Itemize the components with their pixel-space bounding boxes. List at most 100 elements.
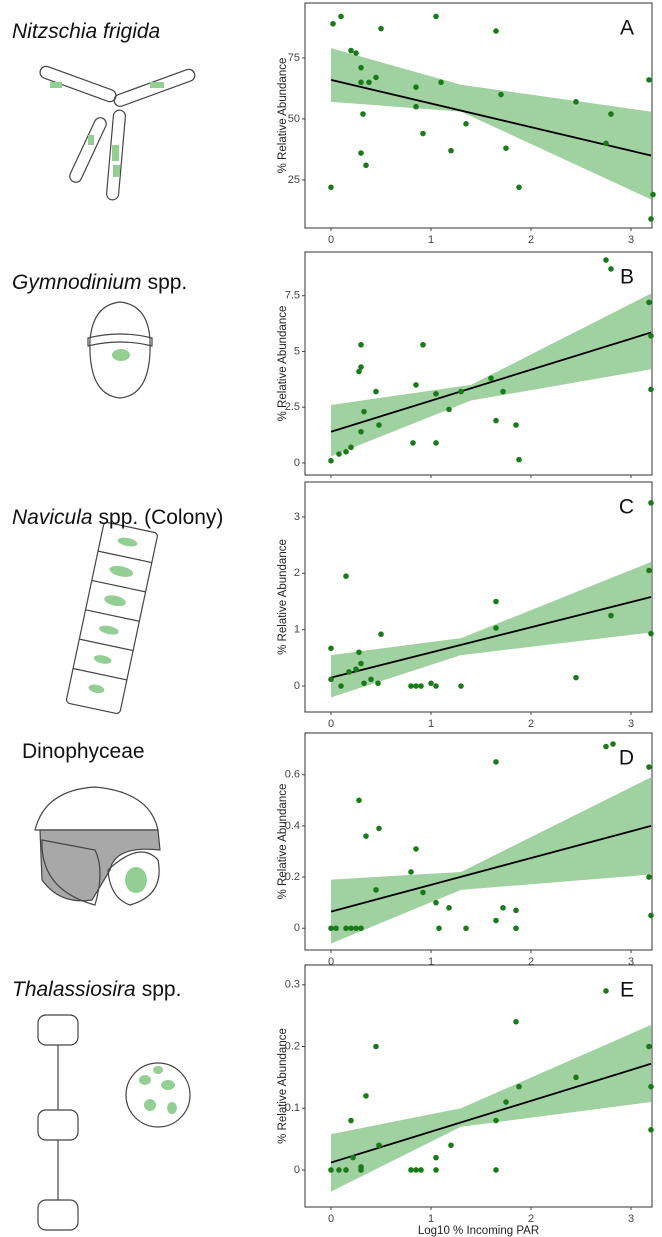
data-point <box>358 925 364 932</box>
data-point <box>503 1099 509 1105</box>
data-point <box>375 680 381 687</box>
data-point <box>348 47 354 54</box>
panel-letter: E <box>620 979 634 1002</box>
y-tick-label: 3 <box>294 511 300 523</box>
data-point <box>603 988 609 994</box>
data-point <box>493 1167 499 1173</box>
y-tick-label: 0 <box>294 1164 300 1176</box>
data-point <box>488 375 494 382</box>
data-point <box>336 1167 342 1173</box>
species-name: Gymnodinium spp. <box>12 271 187 294</box>
x-tick-label: 1 <box>428 718 434 730</box>
panel: Navicula spp. (Colony) C % Relative Abundan… <box>12 481 654 730</box>
fit-line <box>330 78 652 157</box>
data-point <box>350 1154 356 1161</box>
data-point <box>603 743 609 750</box>
panel-letter: D <box>619 747 634 770</box>
data-point <box>420 341 426 348</box>
data-point <box>358 428 364 435</box>
data-point <box>448 1142 454 1149</box>
data-point <box>356 649 362 656</box>
x-tick-label: 0 <box>328 1213 334 1225</box>
y-tick-label: 0.3 <box>285 979 300 991</box>
data-point <box>648 333 654 339</box>
data-point <box>343 925 349 932</box>
data-point <box>648 386 654 393</box>
data-point <box>603 140 609 147</box>
x-tick-label: 1 <box>428 234 434 246</box>
data-point <box>493 759 499 765</box>
y-tick-label: 0 <box>294 680 300 692</box>
panel-letter: C <box>619 496 634 519</box>
y-axis-label: % Relative Abundance <box>277 58 289 174</box>
data-point <box>608 266 614 272</box>
data-point <box>436 925 442 932</box>
data-point <box>348 444 354 451</box>
y-tick-label: 2.5 <box>285 401 300 413</box>
data-point <box>433 13 439 20</box>
x-tick-label: 2 <box>528 1213 534 1225</box>
data-point <box>458 683 464 689</box>
y-tick-label: 1 <box>294 624 300 636</box>
x-tick-label: 0 <box>328 234 334 246</box>
data-point <box>458 388 464 395</box>
y-axis-label: % Relative Abundance <box>277 306 289 422</box>
data-point <box>433 683 439 689</box>
data-point <box>516 184 522 191</box>
data-point <box>358 660 364 667</box>
data-point <box>328 676 334 683</box>
data-point <box>608 612 614 619</box>
data-point <box>610 741 616 747</box>
data-point <box>328 457 334 464</box>
data-point <box>646 1043 652 1050</box>
data-point <box>330 20 336 27</box>
data-point <box>493 598 499 605</box>
data-point <box>358 79 364 86</box>
data-point <box>338 13 344 20</box>
data-point <box>413 1167 419 1173</box>
data-point <box>376 422 382 428</box>
data-point <box>373 887 379 893</box>
data-point <box>648 912 654 919</box>
data-point <box>513 907 519 914</box>
species-name: Navicula spp. (Colony) <box>12 506 223 529</box>
data-point <box>336 451 342 457</box>
y-tick-label: 50 <box>288 113 300 125</box>
species-name: Nitzschia frigida <box>12 20 160 43</box>
data-point <box>378 631 384 638</box>
y-tick-label: 0.4 <box>285 820 300 832</box>
x-tick-label: 3 <box>628 1213 634 1225</box>
data-point <box>463 925 469 932</box>
data-point <box>433 391 439 397</box>
confidence-band <box>331 562 651 698</box>
confidence-band <box>331 293 651 457</box>
panel: Dinophyceae D % Relative Abundance 0 1 2 3 0 0.2… <box>22 732 654 968</box>
data-point <box>433 1154 439 1161</box>
data-point <box>348 925 354 932</box>
data-point <box>358 1164 364 1170</box>
data-point <box>358 364 364 370</box>
data-point <box>446 904 452 911</box>
species-part: spp. <box>142 978 182 1001</box>
data-point <box>516 456 522 463</box>
data-point <box>361 680 367 687</box>
data-point <box>650 191 656 198</box>
data-point <box>368 676 374 683</box>
data-point <box>413 382 419 388</box>
data-point <box>363 833 369 839</box>
data-point <box>363 162 369 169</box>
y-tick-label: 0.1 <box>285 1102 300 1114</box>
data-point <box>343 573 349 579</box>
confidence-band <box>331 48 651 200</box>
species-part: Thalassiosira <box>12 978 136 1001</box>
data-point <box>448 147 454 154</box>
y-tick-label: 0.2 <box>285 871 300 883</box>
data-point <box>513 1018 519 1025</box>
data-point <box>338 683 344 689</box>
data-point <box>603 257 609 263</box>
panel-letter: B <box>620 266 634 289</box>
data-point <box>353 925 359 932</box>
data-point <box>373 1043 379 1050</box>
confidence-band <box>331 1024 651 1192</box>
